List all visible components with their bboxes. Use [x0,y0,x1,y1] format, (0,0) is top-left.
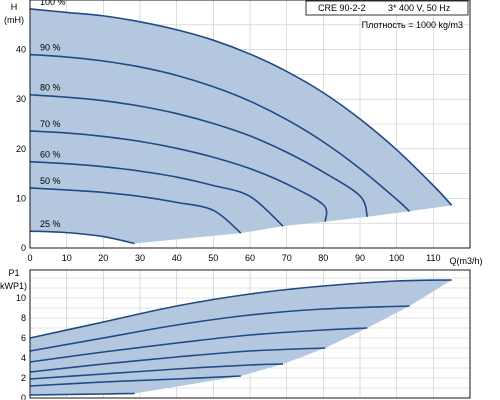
head-operating-area [30,8,452,244]
head-curves [29,8,453,245]
head-y-tick-label: 30 [16,94,26,104]
power-curve-90pct [29,305,410,352]
speed-label: 90 % [40,43,61,53]
power-y-tick-label: 0 [21,393,26,400]
head-y-tick-label: 20 [16,144,26,154]
x-tick-label: 40 [172,253,182,263]
head-plot-border [29,0,471,249]
power-y-tick-label: 8 [21,313,26,323]
head-curve-100pct [29,8,453,206]
head-curve-50pct [29,187,242,234]
power-curve-50pct [29,375,241,387]
x-tick-label: 110 [426,253,440,263]
head-chart-ticks: 0 10 20 30 40 50 60 70 80 90 100 110 0 10 20 30 40 [16,45,440,263]
power-y-tick-label: 4 [21,353,26,363]
head-curve-80pct [29,93,369,218]
power-curve-80pct [29,327,368,363]
head-curve-25pct [29,230,135,245]
x-tick-label: 0 [27,253,32,263]
x-tick-label: 50 [208,253,218,263]
x-tick-label: 100 [389,253,404,263]
power-y-tick-label: 2 [21,373,26,383]
head-y-tick-label: 40 [16,45,26,55]
speed-labels: 100 % 90 % 80 % 70 % 60 % 50 % 25 % [40,0,66,229]
x-tick-label: 70 [282,253,292,263]
speed-label: 60 % [40,150,61,160]
power-curve-60pct [29,363,284,380]
power-curves [29,279,452,396]
power-curve-70pct [29,347,326,373]
flow-axis-label: Q(m3/h) [449,256,482,266]
head-curve-90pct [29,53,411,212]
x-tick-label: 90 [355,253,365,263]
head-axis-label: H [11,2,18,12]
power-chart-frame [29,269,471,399]
power-axis-label: P1 [8,268,19,278]
speed-label: 80 % [40,83,61,93]
power-y-tick-label: 10 [16,293,26,303]
power-plot-border [29,269,471,399]
x-tick-label: 10 [62,253,72,263]
power-axis-unit: (kWP1) [0,281,27,291]
x-tick-label: 80 [318,253,328,263]
head-chart-frame [29,0,471,249]
power-y-tick-label: 6 [21,333,26,343]
head-curve-70pct [29,130,328,222]
head-curve-60pct [29,160,284,227]
x-tick-label: 30 [135,253,145,263]
supply-spec: 3* 400 V, 50 Hz [388,3,451,13]
power-curve-25pct [29,392,135,396]
info-box: CRE 90-2-2 3* 400 V, 50 Hz Плотность = 1… [305,0,469,30]
x-tick-label: 60 [245,253,255,263]
head-axis-unit: (mH) [4,15,24,25]
speed-label: 100 % [40,0,66,7]
x-tick-label: 20 [98,253,108,263]
head-y-tick-label: 0 [21,243,26,253]
power-curve-100pct [29,279,452,339]
speed-label: 70 % [40,119,61,129]
power-chart-ticks: 0 2 4 6 8 10 [16,293,26,400]
pump-model: CRE 90-2-2 [318,3,366,13]
density-note: Плотность = 1000 kg/m3 [362,20,463,30]
head-operating-region [30,8,452,244]
speed-label: 25 % [40,219,61,229]
speed-label: 50 % [40,176,61,186]
head-y-tick-label: 10 [16,193,26,203]
